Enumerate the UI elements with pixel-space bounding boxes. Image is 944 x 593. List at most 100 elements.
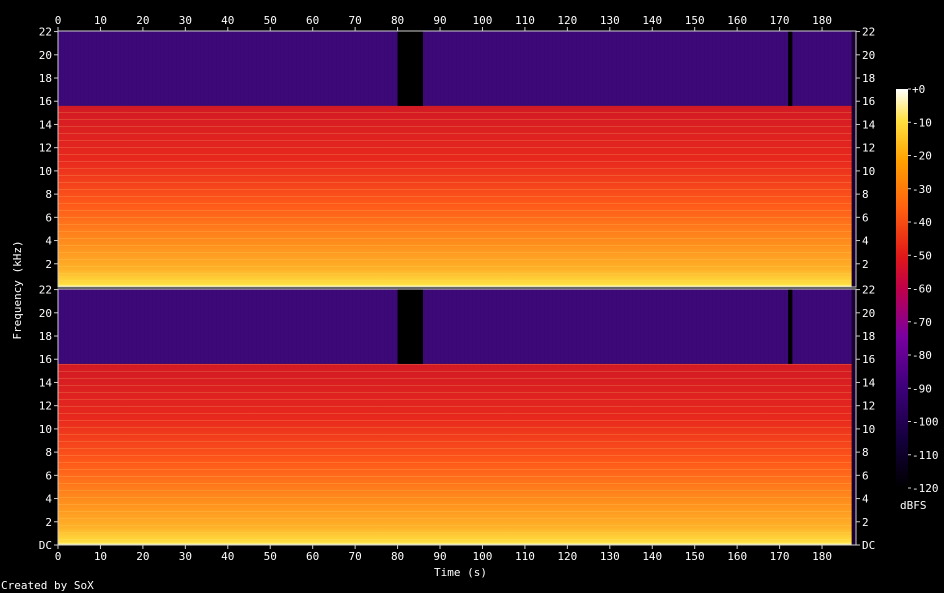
y-tick-label: 20	[862, 307, 875, 320]
x-tick-label: 80	[391, 550, 404, 563]
channel-1-harmonics	[58, 105, 852, 287]
y-tick-label: 20	[862, 49, 875, 62]
colorbar-tick-label: -120	[912, 482, 939, 495]
y-tick-label: 4	[45, 235, 52, 248]
channel-1-frame	[57, 30, 857, 288]
y-tick-label: 14	[39, 376, 53, 389]
x-tick-label: 170	[770, 14, 790, 27]
x-tick-label: 160	[727, 550, 747, 563]
y-tick-label: 10	[862, 423, 875, 436]
y-tick-label: 22	[39, 284, 52, 297]
x-tick-label: 0	[55, 14, 62, 27]
x-tick-label: 140	[642, 14, 662, 27]
y-tick-label: 4	[862, 493, 869, 506]
y-tick-label: 10	[39, 165, 52, 178]
y-tick-label: 4	[45, 493, 52, 506]
y-tick-label: 12	[39, 400, 52, 413]
x-tick-label: 10	[94, 14, 107, 27]
x-tick-label: 180	[812, 14, 832, 27]
colorbar-tick-label: -60	[912, 283, 932, 296]
colorbar-tick-label: -110	[912, 449, 939, 462]
y-tick-label: 20	[39, 49, 52, 62]
y-tick-label: 8	[862, 446, 869, 459]
y-tick-label: 22	[39, 26, 52, 39]
channel-2-frame	[57, 288, 857, 546]
x-tick-label: 170	[770, 550, 790, 563]
y-tick-label: 4	[862, 235, 869, 248]
colorbar-tick-label: -80	[912, 349, 932, 362]
y-tick-label: 14	[39, 118, 53, 131]
colorbar-tick-label: -50	[912, 249, 932, 262]
y-tick-label: 6	[862, 469, 869, 482]
channel-2-upper-texture	[58, 289, 852, 364]
colorbar	[896, 89, 908, 488]
colorbar-tick-label: -40	[912, 216, 932, 229]
x-tick-label: 90	[433, 550, 446, 563]
x-tick-label: 120	[557, 14, 577, 27]
x-axis-label: Time (s)	[434, 566, 487, 579]
x-tick-label: 60	[306, 14, 319, 27]
x-tick-label: 70	[349, 14, 362, 27]
x-tick-label: 100	[473, 550, 493, 563]
y-tick-label: 8	[45, 188, 52, 201]
y-tick-label: 22	[862, 26, 875, 39]
y-tick-label: 6	[45, 469, 52, 482]
x-tick-label: 0	[55, 550, 62, 563]
y-tick-label: 14	[862, 118, 876, 131]
y-tick-label: 20	[39, 307, 52, 320]
y-tick-label: 16	[39, 353, 52, 366]
x-tick-label: 120	[557, 550, 577, 563]
colorbar-tick-label: -30	[912, 183, 932, 196]
x-tick-label: 150	[685, 550, 705, 563]
colorbar-unit-label: dBFS	[900, 499, 927, 512]
y-tick-label: 22	[862, 284, 875, 297]
x-tick-label: 110	[515, 550, 535, 563]
colorbar-tick-label: -90	[912, 382, 932, 395]
x-tick-label: 70	[349, 550, 362, 563]
y-tick-label: 8	[862, 188, 869, 201]
quiet-section	[788, 31, 793, 106]
x-tick-label: 60	[306, 550, 319, 563]
x-tick-label: 50	[264, 550, 277, 563]
y-tick-label: 2	[862, 258, 869, 271]
quiet-section	[397, 289, 424, 364]
x-tick-label: 110	[515, 14, 535, 27]
y-tick-label: 2	[45, 516, 52, 529]
y-tick-label: 8	[45, 446, 52, 459]
y-tick-label: 12	[862, 400, 875, 413]
x-tick-label: 130	[600, 550, 620, 563]
y-axis-label: Frequency (kHz)	[11, 240, 24, 340]
y-tick-label: DC	[862, 539, 875, 552]
colorbar-tick-label: -10	[912, 116, 932, 129]
channel-2-harmonics	[58, 363, 852, 545]
x-tick-label: 90	[433, 14, 446, 27]
colorbar-tick-label: -20	[912, 150, 932, 163]
channel-1-upper-texture	[58, 31, 852, 106]
x-tick-label: 30	[179, 14, 192, 27]
x-tick-label: 180	[812, 550, 832, 563]
colorbar-tick-label: -70	[912, 316, 932, 329]
x-tick-label: 130	[600, 14, 620, 27]
colorbar-tick-label: -100	[912, 416, 939, 429]
x-tick-label: 40	[221, 14, 234, 27]
y-tick-label: 16	[39, 95, 52, 108]
audio-end-region	[851, 31, 856, 287]
x-tick-label: 30	[179, 550, 192, 563]
x-tick-label: 50	[264, 14, 277, 27]
y-tick-label: 12	[862, 142, 875, 155]
y-tick-label: 14	[862, 376, 876, 389]
y-tick-label: 18	[39, 330, 52, 343]
x-tick-label: 40	[221, 550, 234, 563]
colorbar-tick-label: +0	[912, 83, 925, 96]
y-tick-label: 6	[45, 211, 52, 224]
x-tick-label: 80	[391, 14, 404, 27]
x-tick-label: 20	[136, 14, 149, 27]
y-tick-label: 16	[862, 353, 875, 366]
audio-end-region	[851, 289, 856, 545]
y-tick-label: 10	[862, 165, 875, 178]
y-tick-label: 12	[39, 142, 52, 155]
x-tick-label: 20	[136, 550, 149, 563]
y-tick-label: DC	[39, 539, 52, 552]
y-tick-label: 18	[862, 72, 875, 85]
